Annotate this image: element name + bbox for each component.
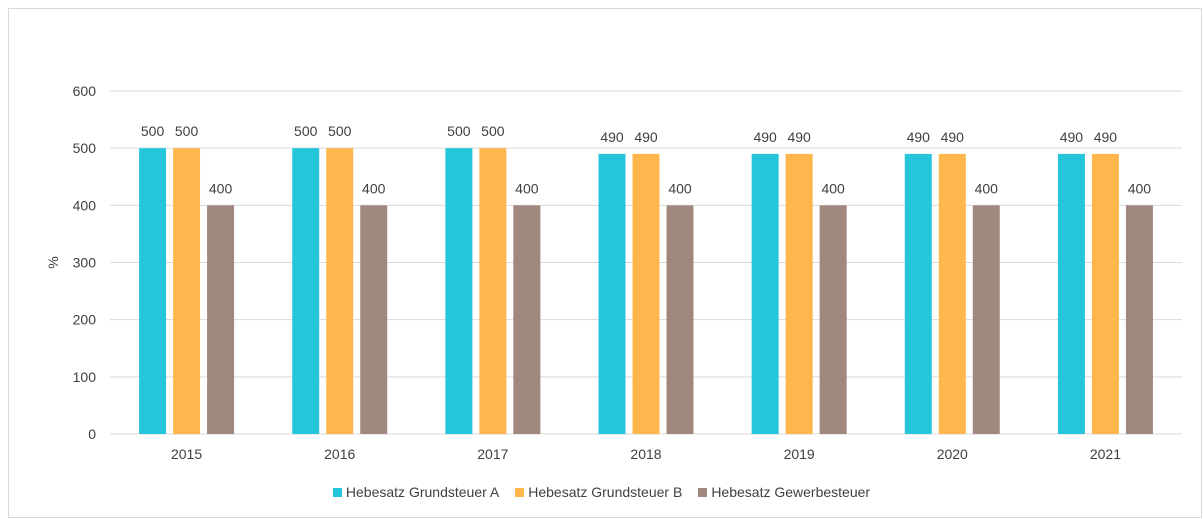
x-tick-label: 2020 (937, 446, 968, 462)
data-label: 400 (975, 180, 999, 196)
y-tick-label: 600 (73, 83, 97, 99)
bar (513, 205, 541, 434)
data-label: 400 (1128, 180, 1152, 196)
y-tick-label: 100 (73, 369, 97, 385)
x-tick-label: 2015 (171, 446, 202, 462)
bar (1091, 153, 1119, 434)
y-tick-label: 0 (88, 426, 96, 442)
bar (632, 153, 660, 434)
data-label: 500 (175, 123, 199, 139)
bar (1057, 153, 1085, 434)
y-axis-label: % (45, 256, 61, 268)
bar (785, 153, 813, 434)
x-tick-label: 2018 (630, 446, 661, 462)
bar (292, 148, 320, 434)
legend-swatch (698, 487, 708, 497)
data-label: 490 (600, 129, 624, 145)
legend-label: Hebesatz Grundsteuer A (345, 484, 500, 500)
bar (173, 148, 201, 434)
data-label: 500 (447, 123, 471, 139)
legend-label: Hebesatz Grundsteuer B (528, 484, 683, 500)
data-label: 500 (481, 123, 505, 139)
x-tick-label: 2021 (1090, 446, 1121, 462)
y-tick-label: 400 (73, 197, 97, 213)
data-label: 500 (141, 123, 165, 139)
legend-item: Hebesatz Grundsteuer A (332, 484, 500, 500)
bar (326, 148, 354, 434)
bar (938, 153, 966, 434)
data-label: 500 (294, 123, 318, 139)
legend-item: Hebesatz Grundsteuer B (515, 484, 682, 500)
bar (904, 153, 932, 434)
legend-swatch (515, 487, 525, 497)
data-label: 490 (1060, 129, 1084, 145)
data-label: 490 (941, 129, 965, 145)
x-tick-label: 2016 (324, 446, 355, 462)
bar (207, 205, 235, 434)
bar (445, 148, 473, 434)
data-label: 490 (787, 129, 811, 145)
legend-swatch (332, 487, 342, 497)
legend-label: Hebesatz Gewerbesteuer (711, 484, 871, 500)
y-tick-label: 500 (73, 140, 97, 156)
data-label: 490 (753, 129, 777, 145)
bar (972, 205, 1000, 434)
bar (360, 205, 388, 434)
bar (751, 153, 779, 434)
chart-legend: Hebesatz Grundsteuer A Hebesatz Grundsteu… (0, 484, 1203, 500)
data-label: 400 (362, 180, 386, 196)
x-tick-label: 2017 (477, 446, 508, 462)
data-label: 500 (328, 123, 352, 139)
data-label: 400 (209, 180, 233, 196)
data-label: 400 (821, 180, 845, 196)
y-tick-label: 300 (73, 255, 97, 271)
bar (479, 148, 507, 434)
bar (819, 205, 847, 434)
bar (598, 153, 626, 434)
legend-item: Hebesatz Gewerbesteuer (698, 484, 870, 500)
data-label: 490 (634, 129, 658, 145)
bar (139, 148, 167, 434)
x-tick-label: 2019 (784, 446, 815, 462)
bar (1125, 205, 1153, 434)
data-label: 490 (1094, 129, 1118, 145)
data-label: 400 (515, 180, 539, 196)
bar (666, 205, 694, 434)
data-label: 490 (907, 129, 931, 145)
data-label: 400 (668, 180, 692, 196)
y-tick-label: 200 (73, 312, 97, 328)
